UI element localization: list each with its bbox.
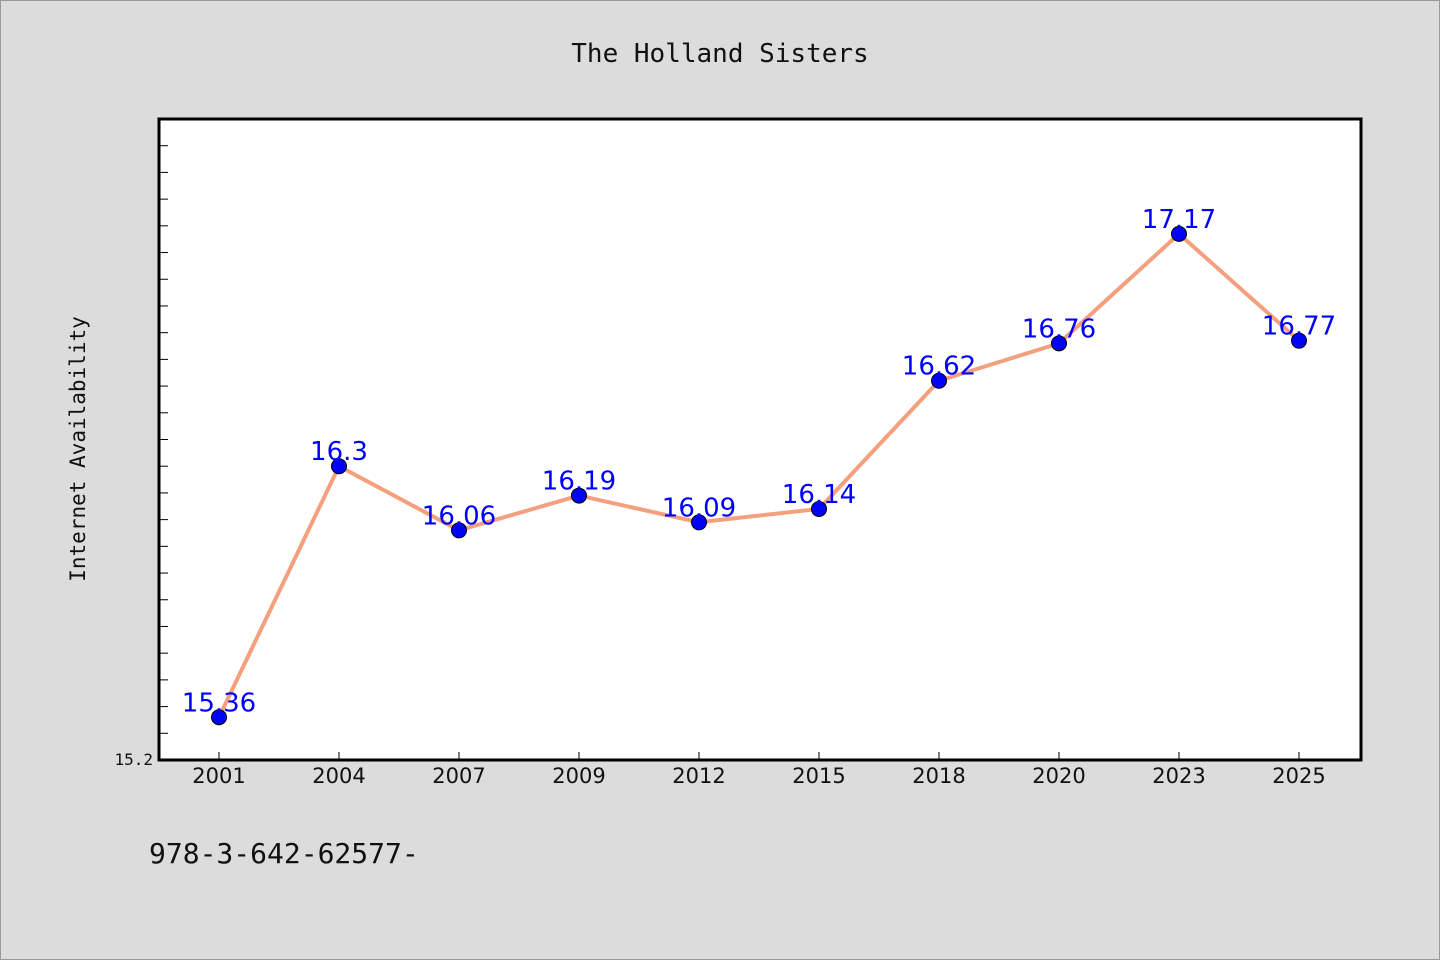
x-tick-label: 2023	[1152, 764, 1205, 788]
data-point	[811, 500, 827, 517]
data-labels: 15.36 16.3 16.06 16.19 16.09 16.14 16.62 16.76 1…	[182, 205, 1336, 718]
series-markers	[211, 225, 1307, 726]
data-label: 16.19	[542, 467, 616, 497]
data-point	[211, 709, 227, 726]
x-tick-label: 2007	[432, 764, 485, 788]
x-tick-label: 2012	[672, 764, 725, 788]
x-tick-label: 2009	[552, 764, 605, 788]
data-label: 16.06	[422, 501, 496, 531]
x-tick-label: 2015	[792, 764, 845, 788]
data-label: 17.17	[1142, 205, 1216, 235]
x-axis-ticks: 2001 2004 2007 2009 2012 2015 2018 2020 2023 2025	[192, 752, 1326, 788]
data-point	[1171, 225, 1187, 242]
data-point	[691, 514, 707, 531]
x-tick-label: 2001	[192, 764, 245, 788]
x-tick-label: 2018	[912, 764, 965, 788]
data-label: 16.09	[662, 493, 736, 523]
data-label: 16.3	[310, 437, 368, 467]
x-tick-label: 2020	[1032, 764, 1085, 788]
data-label: 16.77	[1262, 312, 1336, 342]
y-axis-ticks: 15.2	[114, 145, 168, 769]
data-point	[1051, 335, 1067, 352]
data-point	[571, 487, 587, 504]
data-label: 16.14	[782, 480, 856, 510]
x-tick-label: 2004	[312, 764, 365, 788]
data-label: 16.76	[1022, 314, 1096, 344]
data-label: 16.62	[902, 352, 976, 382]
series-line-path	[217, 231, 1301, 719]
chart-title: The Holland Sisters	[571, 39, 868, 69]
y-axis-label: Internet Availability	[66, 316, 90, 582]
x-tick-label: 2025	[1272, 764, 1325, 788]
data-point	[931, 372, 947, 389]
data-point	[451, 522, 467, 539]
series-line	[217, 231, 1301, 719]
data-point	[331, 458, 347, 475]
data-point	[1291, 332, 1307, 349]
footnote-isbn: 978-3-642-62577-	[149, 837, 419, 870]
y-tick-label: 15.2	[114, 750, 153, 769]
data-label: 15.36	[182, 688, 256, 718]
plot-area	[157, 117, 1363, 762]
